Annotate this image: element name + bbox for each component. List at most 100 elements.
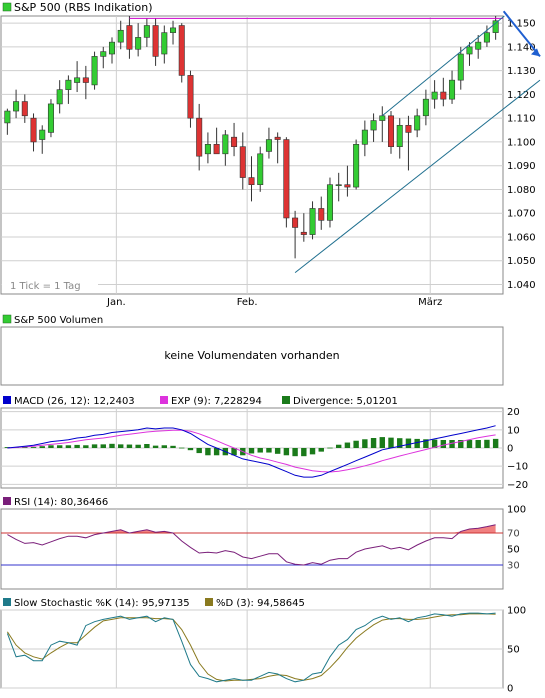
candle-body [178,25,185,76]
candle-14 [126,16,133,59]
candle-21 [187,70,194,128]
stochastic-axis: 100 50 0 [507,606,526,695]
candle-46 [405,115,412,171]
candle-26 [231,122,238,157]
candle-50 [440,77,447,107]
candle-body [431,91,438,100]
candle-body [222,134,229,155]
candle-45 [396,118,403,159]
divergence-bar-6 [56,445,63,448]
volume-legend: S&P 500 Volumen [14,315,103,326]
candle-51 [449,70,456,104]
candle-body [318,208,325,221]
candle-body [196,117,203,157]
price-tick-label: 1.110 [507,114,536,125]
candle-43 [379,106,386,142]
candle-10 [91,51,98,90]
candle-23 [204,132,211,164]
price-grid [1,16,503,294]
macd-line [7,425,496,478]
candle-6 [56,80,63,114]
candle-body [475,41,482,50]
divergence-legend-box [282,396,290,404]
candle-body [414,115,421,131]
divergence-bar-23 [205,448,211,456]
candle-19 [170,20,177,45]
candle-24 [213,127,220,155]
candle-18 [161,25,168,64]
divergence-bar-54 [475,440,481,448]
stoch-tick-label: 50 [507,645,520,656]
price-tick-label: 1.060 [507,232,536,243]
candle-body [457,53,464,81]
candle-body [274,136,281,140]
divergence-bar-3 [30,447,37,448]
candle-body [117,29,124,43]
candle-54 [475,35,482,59]
price-tick-label: 1.090 [507,161,536,172]
rsi-axis: 100 70 50 30 [507,505,526,572]
divergence-bar-55 [484,439,490,448]
divergence-bar-47 [414,438,420,448]
candle-13 [117,20,124,50]
candle-body [21,101,28,117]
candle-body [82,77,89,83]
divergence-bar-28 [248,448,255,454]
candle-7 [65,75,72,104]
price-tick-label: 1.150 [507,19,536,30]
date-axis: Jan. Feb. März [106,297,442,308]
candle-39 [344,165,351,197]
macd-tick-label: 10 [507,425,520,436]
candle-body [30,117,37,143]
candle-32 [283,137,290,228]
candle-47 [414,108,421,138]
candle-body [335,184,342,187]
candle-12 [108,37,115,64]
rsi-tick-label: 100 [507,505,526,516]
candle-body [396,124,403,147]
macd-panel: MACD (26, 12): 12,2403 EXP (9): 7,228294… [0,396,528,491]
candle-body [466,46,473,55]
candle-body [257,153,264,186]
stoch-k-legend-box [3,598,11,606]
stoch-d-line [6,613,496,682]
candle-body [143,25,150,38]
divergence-bar-24 [213,448,220,456]
divergence-bar-46 [405,438,412,448]
candle-37 [326,177,333,228]
candle-16 [143,18,150,47]
divergence-bar-14 [126,444,133,448]
divergence-bar-34 [301,448,307,457]
stochastic-grid [1,609,503,689]
price-tick-label: 1.100 [507,137,536,148]
divergence-bar-51 [449,440,455,448]
candle-20 [178,23,185,83]
candle-42 [370,113,377,142]
macd-tick-label: −20 [507,480,528,491]
candle-36 [318,196,325,230]
candle-body [483,32,490,43]
divergence-bar-5 [48,445,54,448]
divergence-bars [4,437,499,457]
stoch-k-legend: Slow Stochastic %K (14): 95,97135 [14,598,190,609]
stochastic-panel: Slow Stochastic %K (14): 95,97135 %D (3)… [0,598,526,695]
rsi-legend: RSI (14): 80,36466 [14,497,108,508]
stoch-d-legend-box [205,598,213,606]
divergence-bar-39 [344,442,351,448]
candle-body [170,27,177,33]
divergence-bar-52 [458,440,464,448]
candle-35 [309,201,316,240]
rsi-overbought-area [7,524,496,533]
divergence-bar-4 [39,446,45,448]
candle-15 [135,23,142,57]
candle-27 [239,132,246,190]
candle-body [326,184,333,221]
candle-49 [431,80,438,109]
divergence-bar-36 [318,448,324,452]
candle-body [74,77,81,83]
candle-body [344,184,351,188]
candle-body [492,20,499,33]
candle-body [388,115,395,147]
candle-4 [39,125,46,154]
price-tick-label: 1.070 [507,209,536,220]
